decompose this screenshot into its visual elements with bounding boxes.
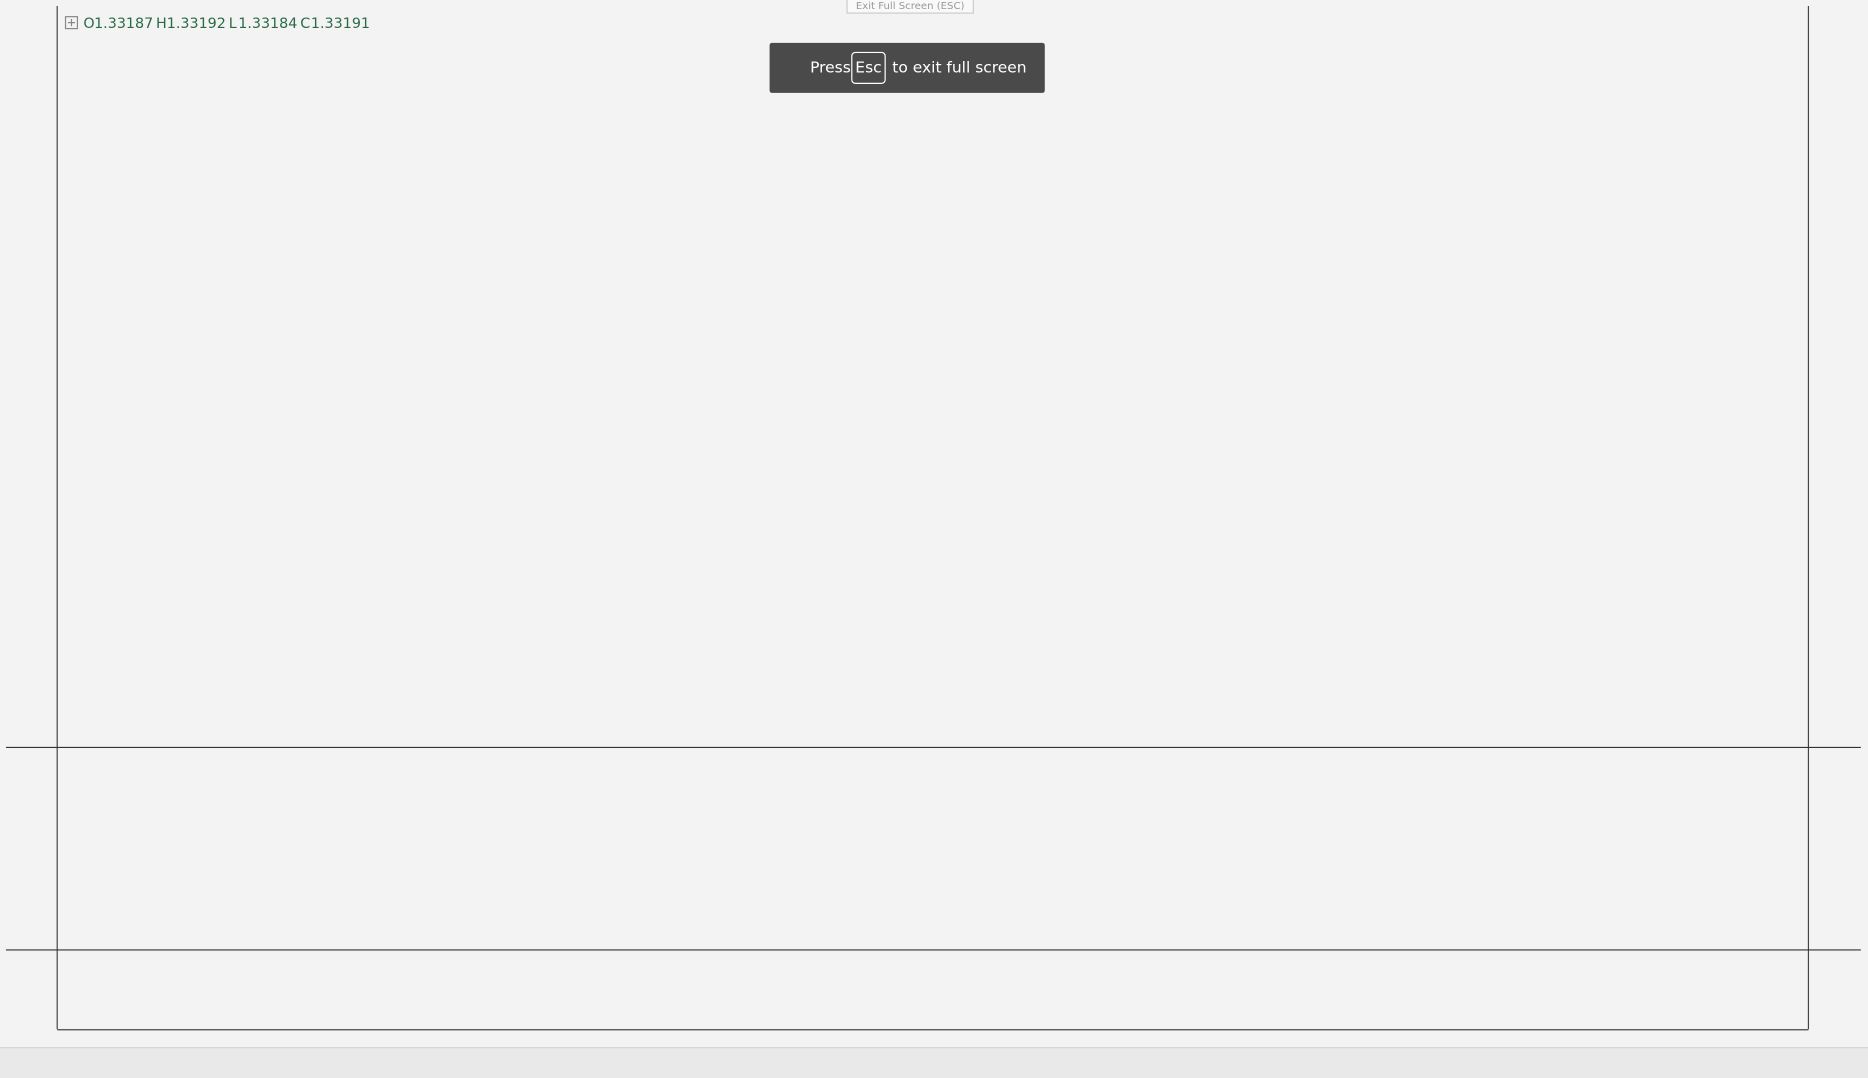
exit-fullscreen-text: Exit Full Screen (ESC) — [856, 1, 965, 12]
exit-fullscreen-tab[interactable] — [846, 0, 974, 14]
toast-text: to exit full screen — [892, 58, 1026, 76]
axes-layer — [5, 5, 1861, 1031]
ohlc-label: L — [229, 16, 237, 32]
legend-toggle-icon — [67, 19, 76, 27]
ohlc-value: 1.33191 — [311, 16, 370, 32]
bottom-toolbar — [0, 1047, 1868, 1078]
ohlc-value: 1.33187 — [94, 16, 153, 32]
key-box — [851, 51, 886, 84]
ohlc-label: O — [83, 16, 94, 32]
ohlc-value: 1.33192 — [167, 16, 226, 32]
toast-text: Press — [810, 58, 851, 76]
toast-key: Esc — [855, 58, 881, 76]
ohlc-value: 1.33184 — [238, 16, 297, 32]
ohlc-label: C — [300, 16, 310, 32]
fullscreen-toast — [769, 42, 1045, 93]
legend-toggle[interactable] — [64, 16, 79, 30]
ohlc-label: H — [156, 16, 167, 32]
